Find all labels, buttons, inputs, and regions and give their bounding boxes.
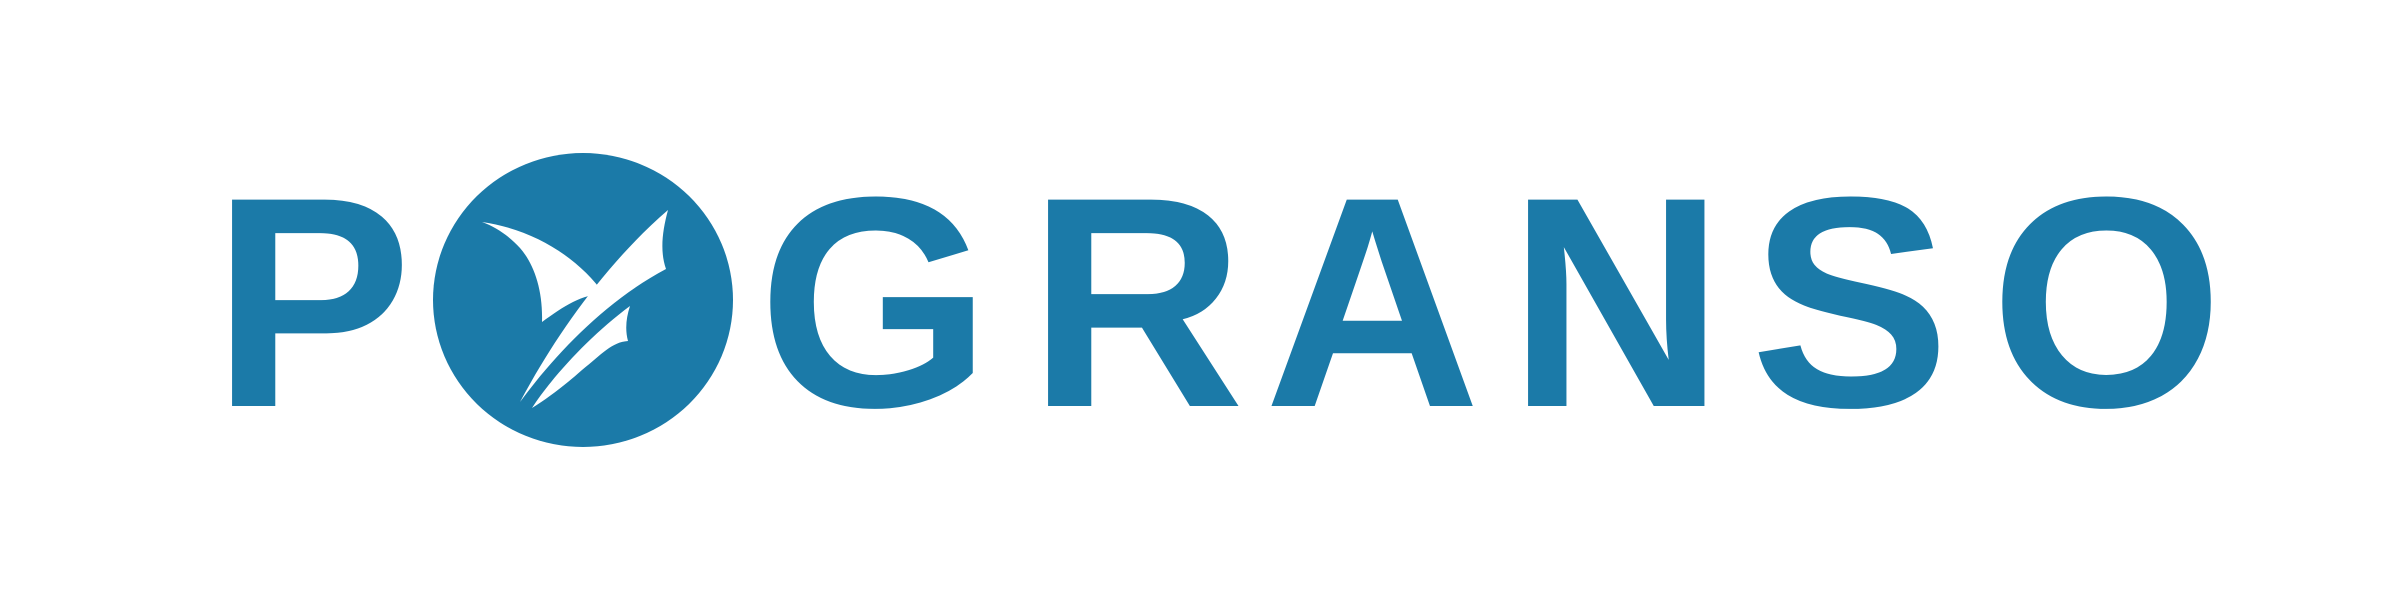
logo-letter-s: S [1750, 134, 1951, 470]
logo-letter-p: P [212, 134, 413, 470]
logo-letter-o: O [1990, 134, 2224, 470]
logo-letter-g: G [758, 134, 992, 470]
leaf-circle-icon [433, 153, 733, 447]
logo-letter-n: N [1508, 134, 1725, 470]
logo-letter-r: R [1028, 134, 1245, 470]
logo-letter-a: A [1264, 134, 1481, 470]
